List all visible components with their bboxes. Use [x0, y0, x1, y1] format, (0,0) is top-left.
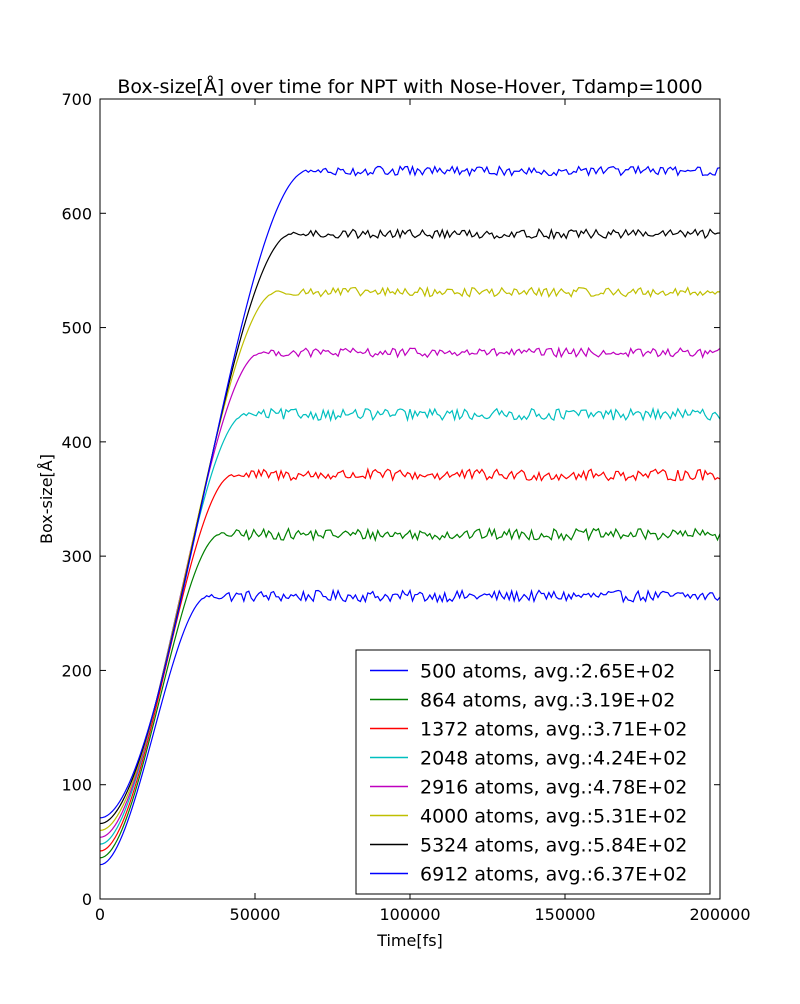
- y-axis: 0 100 200 300 400 500 600 700: [61, 90, 720, 909]
- x-axis-label: Time[fs]: [376, 931, 443, 950]
- x-axis: 0 50000 100000 150000 200000: [95, 99, 751, 924]
- legend-label: 2916 atoms, avg.:4.78E+02: [420, 777, 687, 799]
- legend: 500 atoms, avg.:2.65E+02 864 atoms, avg.:…: [355, 649, 711, 895]
- x-tick-label: 100000: [379, 905, 440, 924]
- series-line: [99, 588, 721, 866]
- chart-title: Box-size[Å] over time for NPT with Nose-…: [117, 75, 702, 98]
- legend-label: 2048 atoms, avg.:4.24E+02: [420, 748, 687, 770]
- y-axis-label: Box-size[Å]: [37, 454, 56, 544]
- y-tick-label: 200: [61, 661, 92, 680]
- y-tick-label: 600: [61, 204, 92, 223]
- x-tick-label: 50000: [230, 905, 281, 924]
- y-tick-label: 700: [61, 90, 92, 109]
- x-tick-label: 200000: [689, 905, 750, 924]
- y-tick-label: 500: [61, 319, 92, 338]
- series-line: [99, 527, 721, 859]
- legend-label: 500 atoms, avg.:2.65E+02: [420, 661, 675, 683]
- legend-box: [355, 649, 711, 895]
- y-tick-label: 300: [61, 547, 92, 566]
- legend-label: 5324 atoms, avg.:5.84E+02: [420, 835, 687, 857]
- plot-area: [99, 164, 721, 866]
- series-line: [99, 164, 721, 819]
- legend-label: 4000 atoms, avg.:5.31E+02: [420, 806, 687, 828]
- series-line: [99, 467, 721, 852]
- legend-label: 6912 atoms, avg.:6.37E+02: [420, 864, 687, 886]
- x-tick-label: 0: [95, 905, 105, 924]
- legend-label: 1372 atoms, avg.:3.71E+02: [420, 719, 687, 741]
- y-tick-label: 100: [61, 776, 92, 795]
- y-tick-label: 0: [82, 890, 92, 909]
- y-tick-label: 400: [61, 433, 92, 452]
- x-tick-label: 150000: [534, 905, 595, 924]
- legend-label: 864 atoms, avg.:3.19E+02: [420, 690, 675, 712]
- series-line: [99, 406, 721, 845]
